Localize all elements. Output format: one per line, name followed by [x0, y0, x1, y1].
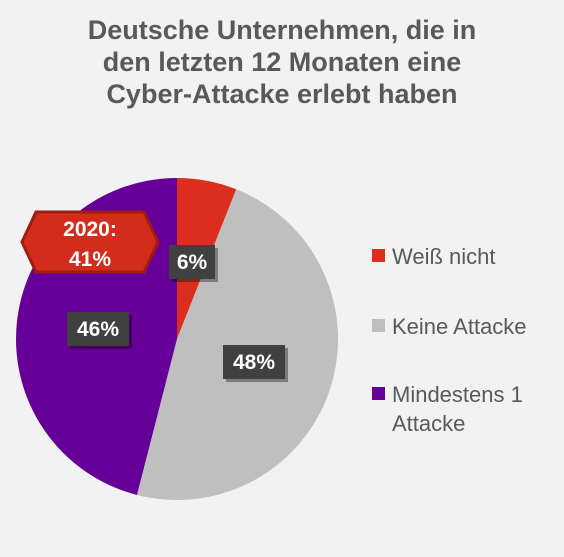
- data-label-text: 46%: [77, 318, 119, 341]
- legend-swatch: [372, 249, 385, 262]
- data-label-weiss-nicht: 6%: [169, 245, 218, 282]
- annotation-badge: 2020: 41%: [20, 210, 160, 274]
- legend-label: Mindestens 1: [392, 382, 523, 407]
- data-label-text: 6%: [177, 251, 208, 274]
- legend-swatch: [372, 319, 385, 332]
- slice-keine-attacke: [136, 189, 339, 501]
- annotation-hexagon: [20, 210, 160, 274]
- data-label-mindestens-1-attacke: 46%: [67, 312, 132, 349]
- legend-label: Keine Attacke: [392, 314, 527, 339]
- data-label-keine-attacke: 48%: [223, 345, 288, 382]
- legend-item-weiss-nicht: Weiß nicht: [372, 244, 496, 269]
- legend-swatch: [372, 387, 385, 400]
- data-label-text: 48%: [233, 351, 275, 374]
- legend: Weiß nicht Keine Attacke Mindestens 1 Attac…: [372, 244, 527, 436]
- data-labels: 6% 48% 46%: [67, 245, 288, 382]
- annotation-text: 2020:: [63, 218, 117, 241]
- legend-label: Attacke: [392, 411, 465, 436]
- legend-label: Weiß nicht: [392, 244, 496, 269]
- legend-item-keine-attacke: Keine Attacke: [372, 314, 527, 339]
- legend-item-mindestens-1-attacke: Mindestens 1 Attacke: [372, 382, 523, 436]
- chart-title: Deutsche Unternehmen, die in den letzten …: [87, 15, 477, 109]
- annotation-text: 41%: [69, 248, 111, 271]
